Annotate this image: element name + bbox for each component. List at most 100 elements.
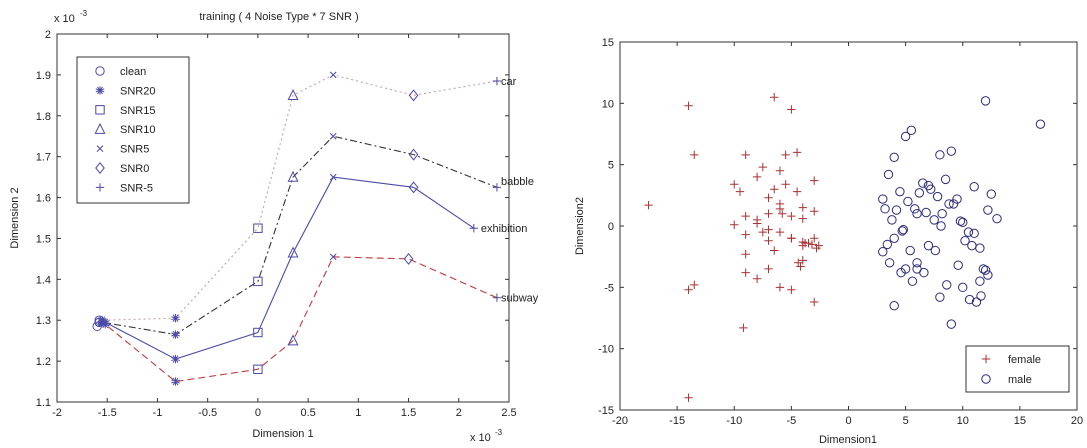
scatter-point-female [758,162,768,172]
scatter-point-male [963,227,974,237]
legend-label: SNR-5 [120,182,153,194]
x-tick-label: 0 [845,415,851,427]
scatter-point-male [940,174,951,185]
scatter-point-female [800,238,810,248]
series-line-subway [98,256,498,383]
scatter-point-female [684,285,693,294]
scatter-point-female [781,150,790,160]
y-tick-label: -10 [598,344,614,356]
legend-label: SNR20 [120,85,155,97]
series-line-babble [99,135,498,336]
scatter-point-male [914,188,925,198]
legend-marker [95,183,105,192]
scatter-point-male [946,146,957,156]
data-point-subway [329,253,337,261]
y-tick-label: 1.5 [36,233,51,245]
scatter-point-male [935,150,945,160]
scatter-point-female [758,227,768,237]
data-point-subway [403,252,414,265]
scatter-point-female [764,209,773,218]
scatter-point-female [752,219,762,228]
scatter-point-female [814,241,823,250]
data-point-subway [100,320,110,329]
data-point-babble [329,132,337,140]
legend-marker [981,354,991,364]
scatter-point-female [775,166,785,175]
scatter-point-female [775,227,785,237]
y-tick-label: 5 [608,160,614,172]
scatter-point-male [978,264,989,274]
scatter-point-male [932,191,943,202]
scatter-point-female [690,150,699,160]
y-tick-label: 1.1 [36,397,51,409]
legend-label: female [1008,354,1041,366]
scatter-point-male [980,96,991,106]
scatter-point-female [752,274,762,283]
x-tick-label: -5 [786,415,796,427]
legend-label: SNR10 [120,124,155,136]
scatter-point-female [775,204,785,214]
scatter-point-female [792,187,802,196]
scatter-point-female [796,262,805,271]
y-tick-label: 2 [45,29,51,41]
scatter-point-male [898,224,909,235]
scatter-point-male [880,204,890,214]
x-tick-label: 5 [903,415,909,427]
scatter-point-female [770,246,779,255]
data-point-car [253,223,263,233]
data-point-babble [253,276,263,287]
x-tick-label: 1 [355,407,361,419]
data-point-car [329,71,337,79]
scatter-point-male [986,189,997,199]
scatter-point-female [764,225,773,234]
data-point-subway [171,377,180,386]
scatter-point-male [910,204,920,214]
scatter-point-male [953,260,963,270]
data-point-car [287,89,299,101]
scatter-point-female [741,250,750,259]
scatter-point-male [971,297,982,307]
scatter-point-male [926,184,936,194]
y-tick-label: 15 [602,37,614,49]
scatter-point-male [912,264,922,274]
scatter-point-female [798,214,807,223]
scatter-point-male [975,243,985,253]
series-line-exhibition [96,176,475,360]
x-tick-label: 1.5 [401,407,416,419]
scatter-point-female [741,150,750,160]
scatter-point-male [883,169,894,180]
data-point-exhibition [408,181,419,194]
legend-box [76,56,190,204]
scatter-point-male [912,258,922,268]
x-tick-label: -0.5 [198,407,217,419]
legend-label: SNR5 [120,144,149,156]
scatter-point-male [897,226,907,236]
scatter-point-female [741,268,750,277]
y-tick-label: 1.2 [36,356,51,368]
y-exponent-power: -3 [80,9,88,18]
x-tick-label: -1 [153,407,163,419]
scatter-point-male [878,247,888,257]
scatter-point-male [983,270,993,280]
legend-marker [96,145,104,152]
scatter-point-male [935,292,945,302]
legend-marker [981,374,991,384]
scatter-point-male [937,209,947,219]
x-tick-label: 15 [1014,415,1026,427]
scatter-point-female [690,280,699,290]
data-point-subway [94,315,104,325]
scatter-point-male [889,233,899,243]
scatter-point-male [936,221,946,231]
scatter-point-female [730,220,739,229]
data-point-subway [287,334,299,346]
data-point-exhibition [287,246,299,258]
scatter-point-female [798,203,807,212]
x-tick-label: 10 [957,415,969,427]
legend-marker [95,162,105,174]
noise-type-snr-chart: training ( 4 Noise Type * 7 SNR ) -2 -1.5… [9,9,539,444]
scatter-point-male [976,291,986,301]
data-point-babble [171,330,180,339]
scatter-point-female [764,193,773,202]
y-axis-label: Dimension 2 [9,187,21,248]
